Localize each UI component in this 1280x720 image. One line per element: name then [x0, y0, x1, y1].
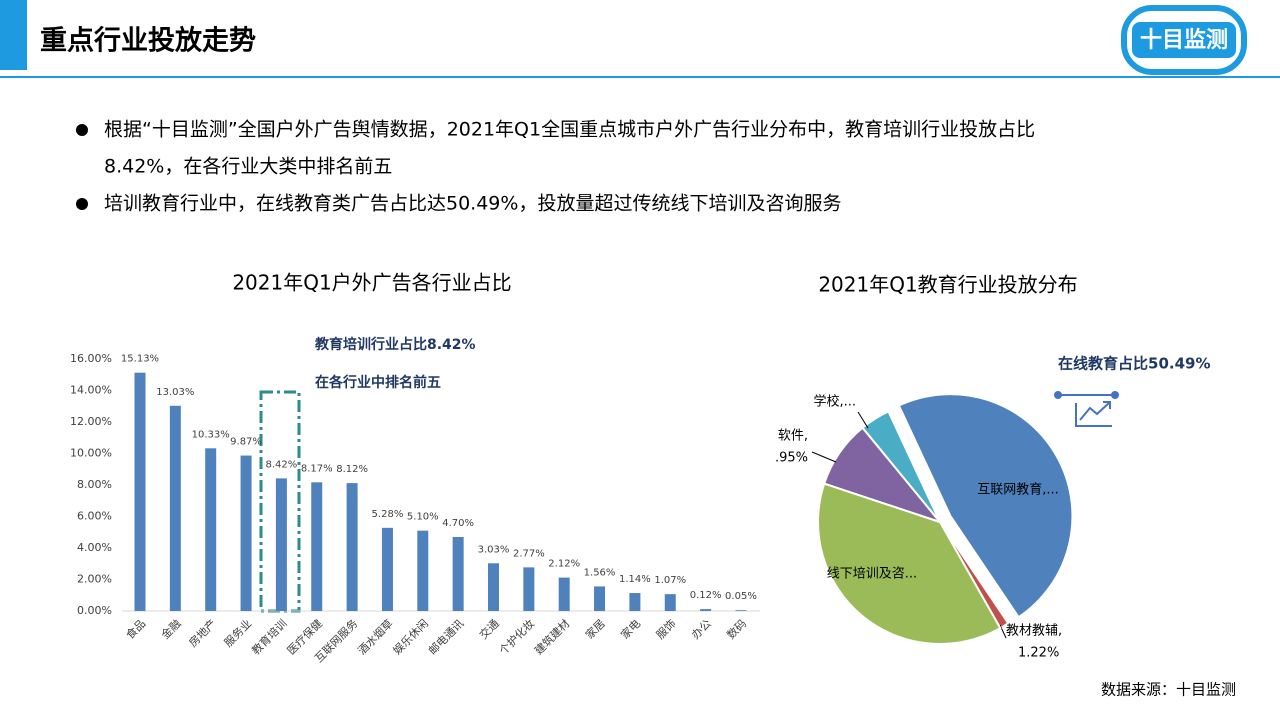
x-tick-label: 房地产: [186, 616, 219, 649]
bullet-text: 培训教育行业中，在线教育类广告占比达50.49%，投放量超过传统线下培训及咨询服…: [104, 193, 841, 215]
pie-slice: [817, 482, 1002, 645]
y-tick-label: 4.00%: [77, 541, 112, 554]
slice-label: 线下培训及咨...: [827, 566, 917, 582]
accent-bar: [0, 0, 27, 70]
y-tick-label: 12.00%: [70, 415, 112, 428]
annotation-pointer: [1054, 391, 1119, 427]
bullet-dot: [76, 198, 88, 210]
bar: [275, 478, 287, 611]
x-tick-label: 数码: [724, 617, 749, 642]
bar: [488, 563, 499, 611]
leader-line: [857, 411, 869, 429]
data-label: 15.13%: [121, 354, 159, 365]
bullet-dot: [76, 124, 88, 136]
pie-slice: [861, 410, 941, 523]
bar: [558, 577, 570, 611]
bar: [169, 405, 181, 611]
x-tick-label: 金融: [158, 616, 183, 641]
y-tick-label: 10.00%: [70, 447, 112, 460]
y-tick-label: 2.00%: [77, 573, 112, 586]
bar: [594, 586, 606, 611]
logo-band: [1132, 22, 1236, 58]
y-tick-label: 16.00%: [70, 352, 112, 365]
slice-label: 互联网教育,...: [977, 482, 1059, 498]
bar: [205, 448, 217, 611]
data-label: 8.42%: [266, 459, 298, 470]
x-tick-label: 食品: [123, 616, 148, 641]
bullet-text: 8.42%，在各行业大类中排名前五: [104, 156, 392, 178]
slide-title: 重点行业投放走势: [40, 25, 256, 57]
leader-line: [811, 451, 837, 463]
x-tick-label: 家电: [618, 616, 643, 641]
data-label: 4.70%: [442, 518, 474, 529]
x-tick-label: 酒水烟草: [355, 616, 396, 657]
data-label: 1.07%: [654, 575, 686, 586]
data-label: 8.12%: [336, 464, 368, 475]
data-label: 5.10%: [407, 512, 439, 523]
bar: [346, 483, 358, 611]
data-label: 5.28%: [372, 509, 404, 520]
x-tick-label: 交通: [476, 616, 501, 641]
x-tick-label: 个护化妆: [496, 616, 537, 657]
data-label: 1.14%: [619, 574, 651, 585]
bar: [381, 527, 393, 611]
pie-slice: [897, 393, 1074, 619]
y-tick-label: 14.00%: [70, 384, 112, 397]
y-tick-label: 8.00%: [77, 478, 112, 491]
bar: [311, 482, 323, 611]
data-label: 2.12%: [548, 559, 580, 570]
annotation: 在线教育占比50.49%: [1058, 355, 1210, 373]
data-label: 3.03%: [478, 544, 510, 555]
data-label: 2.77%: [513, 548, 545, 559]
data-label: 0.12%: [690, 590, 722, 601]
annotation: 教育培训行业占比8.42%: [315, 336, 476, 353]
slice-label: 教材教辅,: [1006, 623, 1062, 639]
leader-line: [999, 624, 1007, 639]
data-label: 9.87%: [230, 437, 262, 448]
x-tick-label: 教育培训: [249, 616, 290, 657]
bar: [523, 567, 535, 611]
data-label: 0.05%: [725, 591, 757, 602]
pie-chart: 互联网教育,... 教材教辅, 1.22% 线下培训及咨... 软件, 8.95% 学校,.…: [767, 393, 1074, 661]
annotation: 在各行业中排名前五: [315, 374, 441, 391]
x-tick-label: 办公: [689, 617, 714, 642]
logo-text: 十目监测: [1140, 27, 1228, 53]
slice-value: 1.22%: [1018, 646, 1059, 661]
bar: [700, 609, 712, 611]
data-label: 13.03%: [156, 387, 194, 398]
chart-title: 2021年Q1教育行业投放分布: [818, 273, 1077, 297]
x-tick-label: 家居: [582, 616, 607, 641]
bar: [664, 594, 676, 611]
data-label: 10.33%: [192, 429, 230, 440]
x-tick-label: 邮电通讯: [426, 617, 466, 657]
bullet-text: 根据“十目监测”全国户外广告舆情数据，2021年Q1全国重点城市户外广告行业分布…: [104, 119, 1035, 141]
bar: [629, 593, 641, 611]
x-tick-label: 服饰: [653, 616, 678, 641]
bar: [417, 530, 429, 611]
x-tick-label: 娱乐休闲: [390, 616, 431, 657]
data-label: 1.56%: [584, 567, 616, 578]
slice-label: 软件,: [778, 429, 808, 444]
bar: [452, 536, 464, 611]
y-tick-label: 0.00%: [77, 604, 112, 617]
x-tick-label: 建筑建材: [531, 616, 572, 657]
bar: [134, 372, 146, 611]
bar: [735, 610, 747, 611]
chart-title: 2021年Q1户外广告各行业占比: [232, 271, 511, 295]
data-label: 8.17%: [301, 463, 333, 474]
bar: [240, 455, 252, 611]
y-tick-label: 6.00%: [77, 510, 112, 523]
source: 数据来源：十目监测: [1101, 681, 1236, 699]
slice-value: 8.95%: [767, 451, 808, 466]
slice-label: 学校,...: [813, 394, 856, 410]
x-tick-label: 服务业: [222, 617, 255, 650]
